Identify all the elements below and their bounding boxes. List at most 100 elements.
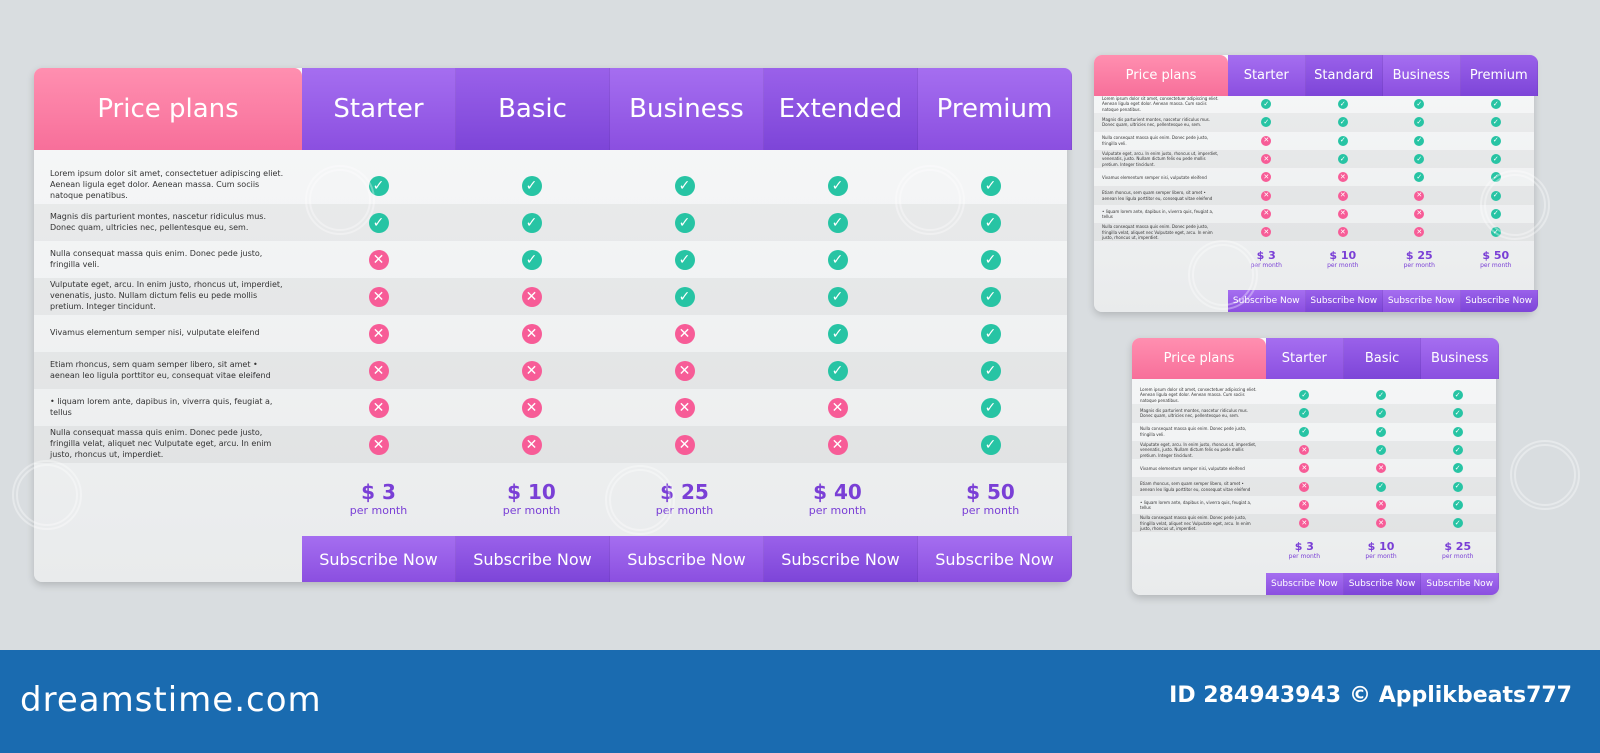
- price-amount: $ 10: [507, 479, 556, 504]
- plan-headers: Starter Basic Business Extended Premium: [302, 68, 1072, 150]
- check-icon: ✓: [1376, 426, 1387, 437]
- feature-cell: ✕: [1305, 223, 1382, 241]
- table-card: [34, 68, 1067, 582]
- feature-cell: ✓: [1381, 168, 1458, 186]
- plan-name-basic: Basic: [456, 68, 610, 150]
- cross-icon: ✕: [1299, 499, 1310, 510]
- feature-cell: ✕: [1228, 150, 1305, 168]
- price-cell: $ 3 per month: [1266, 532, 1343, 568]
- feature-cell: ✕: [302, 352, 455, 389]
- feature-cell: ✕: [1305, 205, 1382, 223]
- feature-cell: ✕: [302, 315, 455, 352]
- plan-name-premium: Premium: [918, 68, 1072, 150]
- feature-row: Etiam rhoncus, sem quam semper libero, s…: [34, 352, 1067, 389]
- feature-cell: ✓: [608, 204, 761, 241]
- feature-cell: ✓: [1343, 404, 1420, 422]
- cross-icon: ✕: [521, 360, 542, 381]
- cross-icon: ✕: [1337, 190, 1348, 201]
- feature-text: Etiam rhoncus, sem quam semper libero, s…: [1102, 190, 1213, 201]
- cross-icon: ✕: [1376, 499, 1387, 510]
- price-row: $ 3 per month $ 10 per month $ 25 per month $ …: [302, 463, 1067, 533]
- watermark-icon: [1480, 170, 1550, 240]
- price-period: per month: [1288, 553, 1321, 561]
- feature-cell: ✓: [1228, 95, 1305, 113]
- feature-cell: ✓: [1228, 113, 1305, 131]
- feature-cell: ✓: [1419, 477, 1496, 495]
- plan-name-extended: Extended: [764, 68, 918, 150]
- cross-icon: ✕: [368, 249, 389, 270]
- feature-cell: ✕: [1228, 186, 1305, 204]
- feature-row: Etiam rhoncus, sem quam semper libero, s…: [1132, 477, 1497, 496]
- price-cell: $ 10 per month: [1343, 532, 1420, 568]
- subscribe-button[interactable]: Subscribe Now: [1421, 573, 1500, 595]
- feature-cell: ✕: [1381, 205, 1458, 223]
- cross-icon: ✕: [1376, 518, 1387, 529]
- subscribe-button[interactable]: Subscribe Now: [764, 536, 918, 582]
- check-icon: ✓: [1452, 463, 1463, 474]
- check-icon: ✓: [1452, 408, 1463, 419]
- feature-cell: ✓: [1305, 150, 1382, 168]
- feature-cell: ✕: [761, 426, 914, 463]
- price-amount: $ 40: [813, 479, 862, 504]
- check-icon: ✓: [1490, 135, 1501, 146]
- feature-text: • liquam lorem ante, dapibus in, viverra…: [1102, 208, 1214, 219]
- price-amount: $ 50: [966, 479, 1015, 504]
- subscribe-button[interactable]: Subscribe Now: [302, 536, 456, 582]
- subscribe-button[interactable]: Subscribe Now: [610, 536, 764, 582]
- price-period: per month: [1480, 262, 1512, 270]
- feature-grid: Lorem ipsum dolor sit amet, consectetuer…: [1132, 386, 1497, 533]
- price-plans-header: Price plans: [1132, 338, 1266, 379]
- feature-row: Nulla consequat massa quis enim. Donec p…: [1094, 223, 1534, 242]
- check-icon: ✓: [1490, 154, 1501, 165]
- feature-cell: ✕: [1343, 496, 1420, 514]
- watermark-icon: [895, 165, 965, 235]
- subscribe-button[interactable]: Subscribe Now: [1383, 290, 1461, 312]
- feature-cell: ✓: [1343, 477, 1420, 495]
- check-icon: ✓: [980, 249, 1001, 270]
- cross-icon: ✕: [368, 434, 389, 455]
- feature-text: Magnis dis parturient montes, nascetur r…: [1140, 408, 1248, 419]
- plan-name-business: Business: [1421, 338, 1500, 379]
- subscribe-button[interactable]: Subscribe Now: [456, 536, 610, 582]
- feature-cell: ✓: [761, 204, 914, 241]
- subscribe-button[interactable]: Subscribe Now: [1343, 573, 1422, 595]
- cross-icon: ✕: [368, 360, 389, 381]
- feature-row: Nulla consequat massa quis enim. Donec p…: [1094, 132, 1534, 150]
- feature-cell: ✕: [1266, 514, 1343, 532]
- cross-icon: ✕: [521, 397, 542, 418]
- check-icon: ✓: [1376, 445, 1387, 456]
- cross-icon: ✕: [1337, 172, 1348, 183]
- check-icon: ✓: [674, 175, 695, 196]
- feature-row: Nulla consequat massa quis enim. Donec p…: [1132, 514, 1497, 533]
- check-icon: ✓: [1337, 117, 1348, 128]
- main-table: Price plans Starter Basic Business Extended P…: [34, 68, 1072, 582]
- feature-cell: ✓: [1458, 95, 1535, 113]
- plan-name-basic: Basic: [1343, 338, 1422, 379]
- feature-cell: ✕: [1266, 441, 1343, 459]
- feature-cell: ✓: [1419, 441, 1496, 459]
- subscribe-button[interactable]: Subscribe Now: [1266, 573, 1344, 595]
- cross-icon: ✕: [521, 323, 542, 344]
- price-amount: $ 3: [361, 479, 396, 504]
- feature-cell: ✕: [1343, 514, 1420, 532]
- subscribe-button[interactable]: Subscribe Now: [918, 536, 1072, 582]
- subscribe-button[interactable]: Subscribe Now: [1305, 290, 1383, 312]
- feature-cell: ✓: [914, 389, 1067, 426]
- feature-text: Vulputate eget, arcu. In enim justo, rho…: [1102, 150, 1219, 167]
- table-card: [1132, 338, 1497, 595]
- check-icon: ✓: [980, 323, 1001, 344]
- feature-cell: ✓: [914, 352, 1067, 389]
- plan-name-standard: Standard: [1305, 55, 1383, 96]
- feature-row: Nulla consequat massa quis enim. Donec p…: [34, 241, 1067, 278]
- feature-cell: ✓: [1419, 404, 1496, 422]
- price-row: $ 3 per month $ 10 per month $ 25 per month: [1266, 532, 1496, 568]
- feature-text: Etiam rhoncus, sem quam semper libero, s…: [1140, 481, 1251, 492]
- check-icon: ✓: [674, 212, 695, 233]
- check-icon: ✓: [980, 175, 1001, 196]
- check-icon: ✓: [1337, 154, 1348, 165]
- subscribe-button[interactable]: Subscribe Now: [1460, 290, 1538, 312]
- feature-cell: ✓: [914, 204, 1067, 241]
- check-icon: ✓: [1452, 426, 1463, 437]
- feature-row: Vivamus elementum semper nisi, vulputate…: [1094, 168, 1534, 186]
- feature-cell: ✓: [761, 278, 914, 315]
